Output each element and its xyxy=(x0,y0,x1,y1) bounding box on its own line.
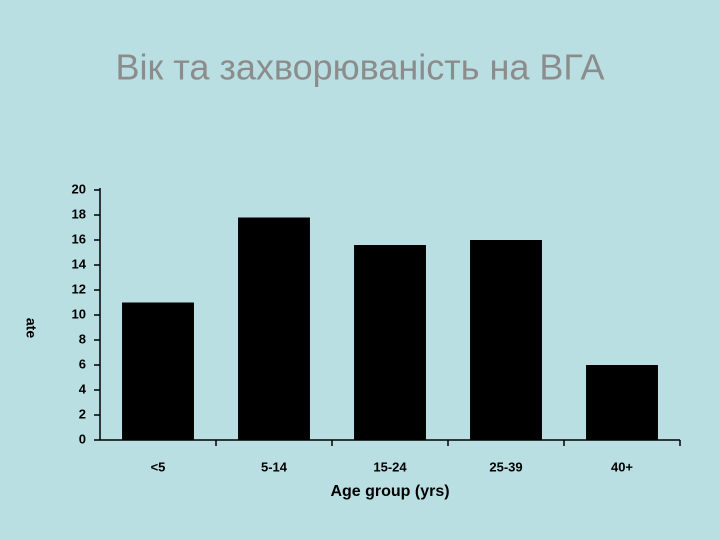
y-tick-label: 20 xyxy=(72,181,86,196)
x-axis-title: Age group (yrs) xyxy=(330,483,449,500)
y-tick-label: 2 xyxy=(79,406,86,421)
bar xyxy=(470,240,542,440)
x-tick-label: 5-14 xyxy=(261,459,288,474)
y-tick-label: 10 xyxy=(72,306,86,321)
x-tick-label: 25-39 xyxy=(489,459,522,474)
bar xyxy=(354,245,426,440)
y-tick-label: 6 xyxy=(79,356,86,371)
y-tick-label: 0 xyxy=(79,431,86,446)
y-tick-label: 14 xyxy=(72,256,87,271)
y-tick-label: 12 xyxy=(72,281,86,296)
bar xyxy=(586,365,658,440)
y-tick-label: 8 xyxy=(79,331,86,346)
y-tick-label: 4 xyxy=(79,381,87,396)
bar xyxy=(238,217,310,440)
slide-title: Вік та захворюваність на ВГА xyxy=(115,47,604,88)
y-axis-title: ate xyxy=(23,318,39,338)
x-tick-label: <5 xyxy=(151,459,166,474)
x-tick-label: 40+ xyxy=(611,459,633,474)
y-tick-label: 18 xyxy=(72,206,86,221)
x-tick-label: 15-24 xyxy=(373,459,407,474)
bar xyxy=(122,302,194,440)
y-tick-label: 16 xyxy=(72,231,86,246)
